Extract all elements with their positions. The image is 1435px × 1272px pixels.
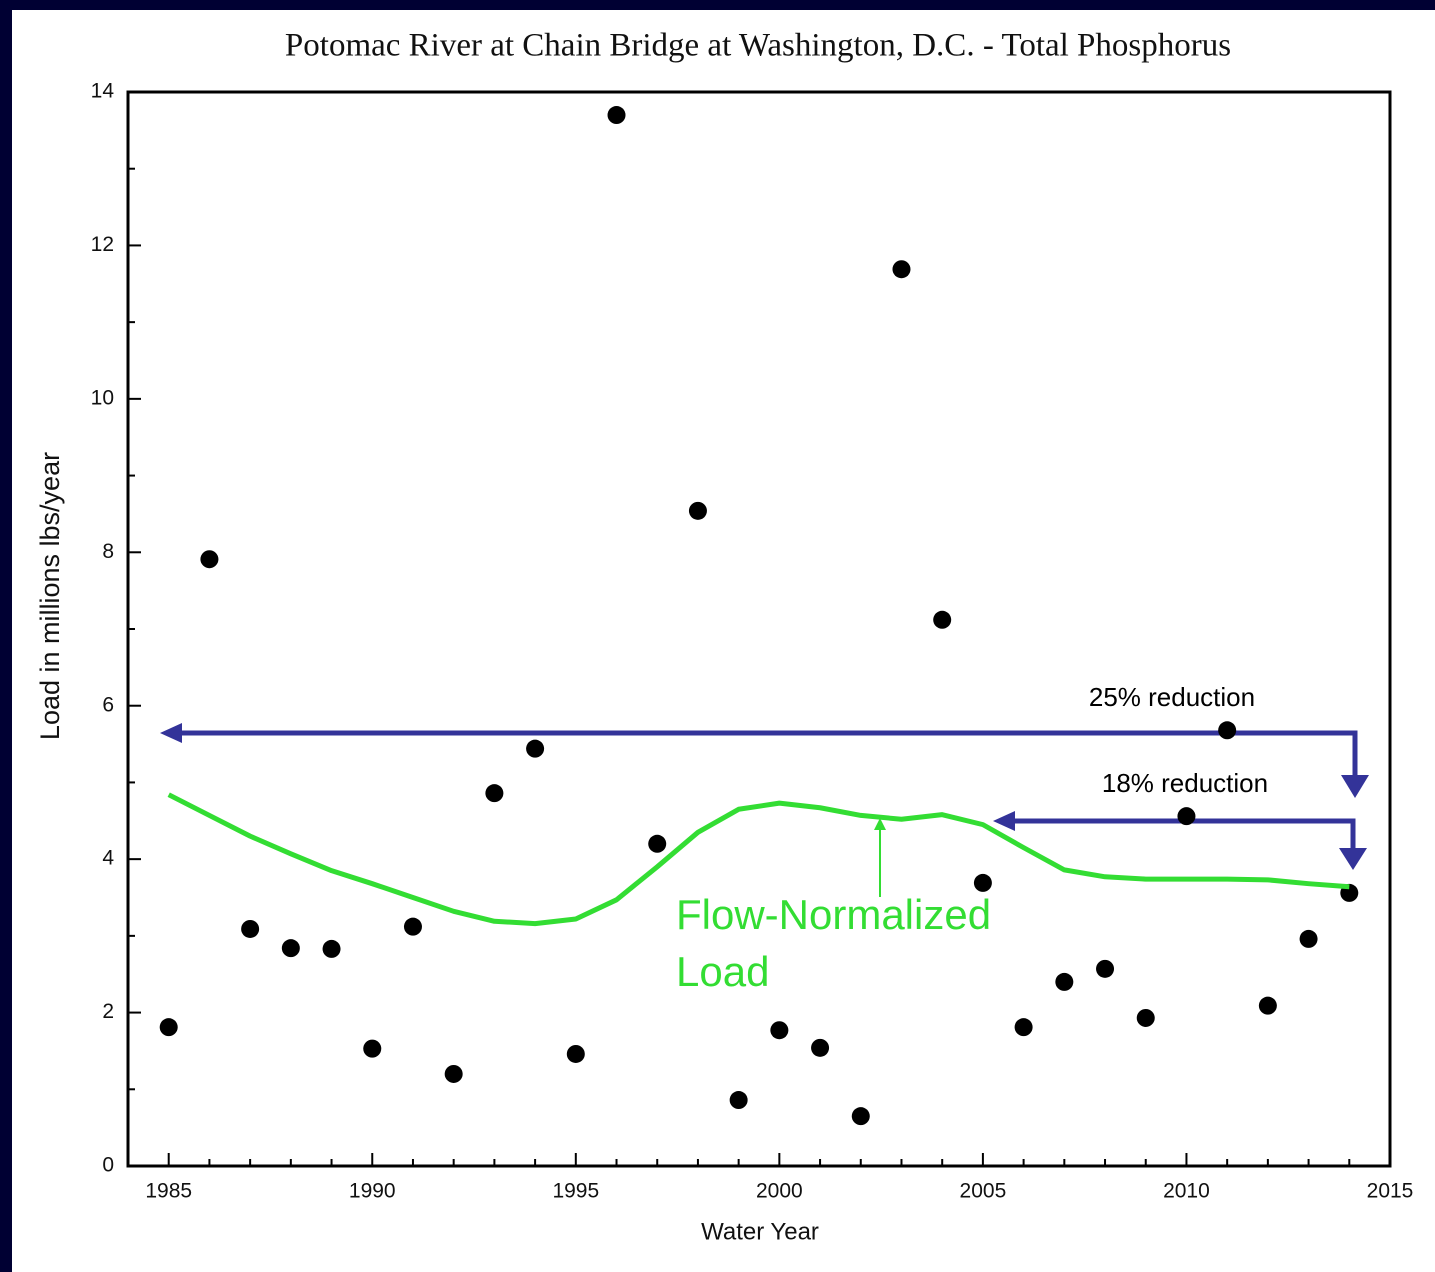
data-point	[1299, 929, 1318, 948]
arrowhead	[1339, 848, 1367, 870]
data-point	[159, 1018, 178, 1037]
data-point	[851, 1107, 870, 1126]
x-tick-label: 2010	[1163, 1180, 1210, 1203]
arrowheads	[160, 723, 1369, 870]
data-point	[973, 873, 992, 892]
canvas	[12, 10, 1435, 1272]
data-point	[281, 939, 300, 958]
line-label: Load	[676, 948, 769, 995]
data-point	[933, 610, 952, 629]
data-point	[892, 260, 911, 279]
x-tick-label: 1990	[349, 1180, 396, 1203]
data-point	[1014, 1018, 1033, 1037]
data-point	[444, 1064, 463, 1083]
y-tick-label: 14	[91, 80, 115, 103]
data-point	[729, 1091, 748, 1110]
annotation: 25% reduction	[1089, 682, 1255, 712]
data-point	[811, 1038, 830, 1057]
x-tick-label: 1995	[552, 1180, 599, 1203]
data-point	[485, 784, 504, 803]
line-label: Flow-Normalized	[676, 891, 991, 938]
y-tick-label: 0	[102, 1154, 114, 1177]
data-point	[1096, 959, 1115, 978]
y-axis-label: Load in millions lbs/year	[35, 452, 65, 740]
arrowhead	[874, 818, 886, 830]
y-tick-label: 4	[102, 847, 114, 870]
data-point	[241, 919, 260, 938]
data-point	[1055, 972, 1074, 991]
arrowhead	[993, 811, 1015, 831]
y-tick-label: 6	[102, 693, 114, 716]
y-tick-label: 10	[91, 386, 114, 409]
data-point	[1136, 1008, 1155, 1027]
y-tick-label: 2	[102, 1000, 114, 1023]
data-point	[322, 939, 341, 958]
arrowhead	[1341, 775, 1369, 798]
data-point	[770, 1021, 789, 1040]
annotation: 18% reduction	[1102, 768, 1268, 798]
data-point	[403, 917, 422, 936]
data-point	[688, 501, 707, 520]
y-tick-label: 12	[91, 233, 114, 256]
trend-line	[167, 792, 1350, 927]
x-tick-label: 2000	[756, 1180, 803, 1203]
data-point	[363, 1039, 382, 1058]
x-tick-label: 2015	[1367, 1180, 1414, 1203]
x-axis-label: Water Year	[701, 1218, 819, 1245]
data-point	[200, 550, 219, 569]
data-point	[1258, 996, 1277, 1015]
arrow-18	[1009, 818, 1356, 850]
y-tick-label: 8	[102, 540, 114, 563]
arrow-25	[176, 730, 1358, 775]
x-tick-label: 1985	[145, 1180, 192, 1203]
arrowhead	[160, 723, 182, 743]
data-point	[607, 106, 626, 125]
data-point	[648, 834, 667, 853]
data-point	[1177, 807, 1196, 826]
data-point	[1218, 721, 1237, 740]
data-point	[526, 739, 545, 758]
chart-title: Potomac River at Chain Bridge at Washing…	[285, 28, 1231, 64]
data-point	[566, 1044, 585, 1063]
reduction-arrows	[176, 730, 1358, 850]
x-tick-label: 2005	[960, 1180, 1007, 1203]
